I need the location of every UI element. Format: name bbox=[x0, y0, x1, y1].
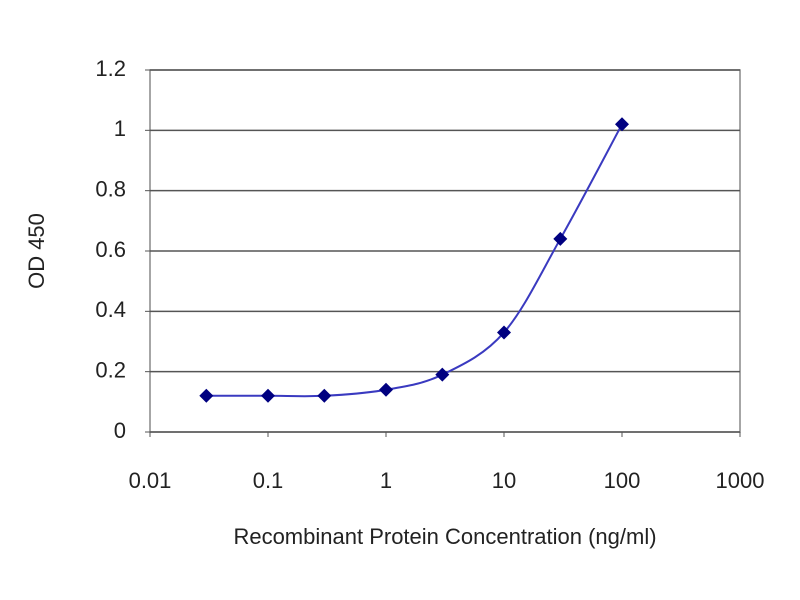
x-axis-label: Recombinant Protein Concentration (ng/ml… bbox=[233, 524, 656, 549]
y-tick-label: 1.2 bbox=[95, 56, 126, 81]
y-tick-label: 1 bbox=[114, 116, 126, 141]
y-tick-label: 0.6 bbox=[95, 237, 126, 262]
x-tick-label: 0.01 bbox=[129, 468, 172, 493]
x-tick-label: 1000 bbox=[716, 468, 765, 493]
data-point bbox=[317, 388, 332, 403]
x-tick-label: 100 bbox=[604, 468, 641, 493]
data-point bbox=[615, 117, 629, 132]
data-point bbox=[553, 231, 568, 246]
y-tick-label: 0.8 bbox=[95, 176, 126, 201]
data-point bbox=[261, 388, 275, 403]
data-point bbox=[435, 367, 450, 382]
y-axis-label: OD 450 bbox=[24, 213, 49, 289]
x-tick-label: 10 bbox=[492, 468, 516, 493]
data-point bbox=[199, 388, 214, 403]
y-tick-label: 0.4 bbox=[95, 297, 126, 322]
x-tick-label: 0.1 bbox=[253, 468, 284, 493]
y-tick-label: 0 bbox=[114, 418, 126, 443]
data-point bbox=[379, 382, 393, 397]
y-tick-label: 0.2 bbox=[95, 357, 126, 382]
data-point bbox=[497, 325, 511, 340]
x-tick-label: 1 bbox=[380, 468, 392, 493]
